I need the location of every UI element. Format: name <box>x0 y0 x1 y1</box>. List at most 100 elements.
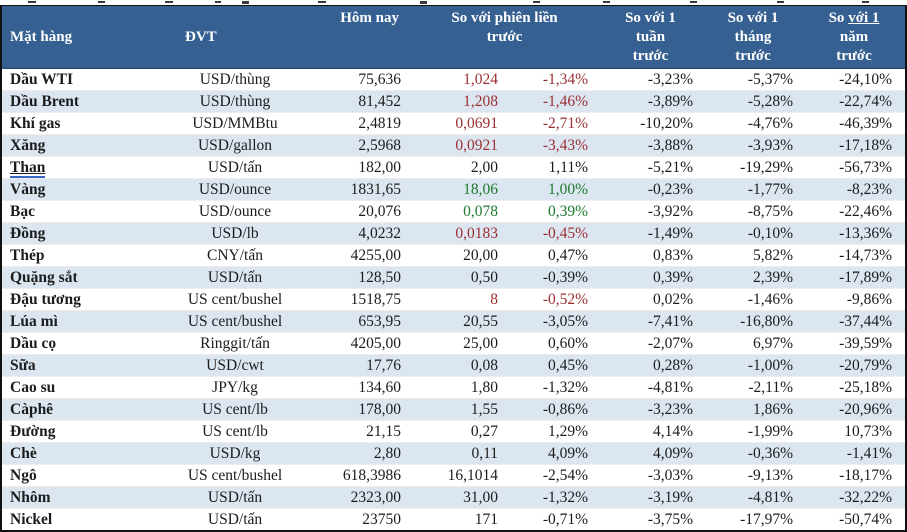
change-pct-vs-year: -24,10% <box>839 71 893 88</box>
commodity-name-cell: Nickel <box>1 509 159 532</box>
change-pct-vs-year: -46,39% <box>839 115 893 132</box>
change-vs-prev-session: 0,08 <box>470 357 498 374</box>
table-row: Đồng USD/lb 4,0232 0,0183 -0,45% -1,49% … <box>1 222 907 245</box>
table-row: Bạc USD/ounce 20,076 0,078 0,39% -3,92% … <box>1 201 907 223</box>
price-today: 4,0232 <box>358 225 401 242</box>
table-row: Càphê US cent/lb 178,00 1,55 -0,86% -3,2… <box>1 398 907 421</box>
commodity-name: Quặng sắt <box>10 269 78 286</box>
commodity-name: Khí gas <box>10 115 61 132</box>
column-header-week: So với 1 tuần trước <box>598 5 704 69</box>
change-pct-vs-week: -2,07% <box>647 335 694 352</box>
change-vs-prev-session: 8 <box>490 291 498 308</box>
change-pct-vs-week: -3,23% <box>647 71 694 88</box>
price-today: 4255,00 <box>350 247 401 264</box>
commodity-name: Bạc <box>10 203 35 220</box>
commodity-name-cell: Lúa mì <box>1 311 159 333</box>
commodity-unit: USD/tấn <box>207 511 263 528</box>
change-pct-vs-week: -1,49% <box>647 225 694 242</box>
change-pct-vs-month: -4,76% <box>747 115 794 132</box>
commodity-name-cell: Bạc <box>1 201 159 223</box>
commodity-name-cell: Dầu WTI <box>1 69 159 91</box>
price-today: 128,50 <box>358 269 401 286</box>
commodity-name: Dầu WTI <box>10 71 74 88</box>
change-pct-vs-week: -3,23% <box>647 401 694 418</box>
commodity-name: Xăng <box>10 137 46 154</box>
commodity-unit: USD/gallon <box>197 137 273 154</box>
change-pct-vs-year: -20,96% <box>839 401 893 418</box>
commodity-name: Đường <box>10 423 56 440</box>
commodity-unit: USD/lb <box>211 225 259 242</box>
table-row: Dầu Brent USD/thùng 81,452 1,208 -1,46% … <box>1 90 907 113</box>
change-pct-vs-month: -0,36% <box>747 445 794 462</box>
change-pct-vs-month: -1,99% <box>747 423 794 440</box>
table-row: Thép CNY/tấn 4255,00 20,00 0,47% 0,83% 5… <box>1 245 907 267</box>
change-vs-prev-session: 0,50 <box>470 269 498 286</box>
change-pct-vs-prev-session: -0,71% <box>542 511 589 528</box>
commodity-name-cell: Dầu cọ <box>1 333 159 355</box>
change-pct-vs-month: -1,46% <box>747 291 794 308</box>
price-today: 2,4819 <box>358 115 401 132</box>
change-vs-prev-session: 0,0691 <box>455 115 498 132</box>
change-vs-prev-session: 1,024 <box>463 71 498 88</box>
change-pct-vs-week: -3,88% <box>647 137 694 154</box>
change-vs-prev-session: 2,00 <box>470 159 498 176</box>
commodity-name-cell: Vàng <box>1 179 159 201</box>
commodity-name: Ngô <box>10 467 37 484</box>
change-vs-prev-session: 1,208 <box>463 93 498 110</box>
table-row: Vàng USD/ounce 1831,65 18,06 1,00% -0,23… <box>1 178 907 201</box>
column-header-prev-session: So với phiên liền trước <box>411 5 599 69</box>
commodity-name: Lúa mì <box>10 313 58 330</box>
table-row: Nickel USD/tấn 23750 171 -0,71% -3,75% -… <box>1 509 907 532</box>
change-pct-vs-week: -3,89% <box>647 93 694 110</box>
commodity-name: Nickel <box>10 511 53 528</box>
commodity-unit: USD/tấn <box>207 269 263 286</box>
change-pct-vs-month: -1,00% <box>747 357 794 374</box>
change-pct-vs-week: -3,19% <box>647 489 694 506</box>
change-vs-prev-session: 25,00 <box>463 335 498 352</box>
commodity-unit: CNY/tấn <box>207 247 263 264</box>
commodity-unit: Ringgit/tấn <box>200 335 270 352</box>
change-pct-vs-month: -9,13% <box>747 467 794 484</box>
change-pct-vs-year: -18,17% <box>839 467 893 484</box>
change-pct-vs-month: 6,97% <box>752 335 794 352</box>
change-pct-vs-prev-session: -1,32% <box>542 379 589 396</box>
price-today: 2323,00 <box>350 489 401 506</box>
change-pct-vs-year: -37,44% <box>839 313 893 330</box>
change-pct-vs-week: -3,92% <box>647 203 694 220</box>
change-vs-prev-session: 0,078 <box>463 203 498 220</box>
table-header-row: Mặt hàng ĐVT Hôm nay So với phiên liền t… <box>1 5 907 69</box>
change-vs-prev-session: 171 <box>474 511 498 528</box>
commodity-name: Nhôm <box>10 489 51 506</box>
change-pct-vs-year: -22,74% <box>839 93 893 110</box>
commodity-price-table: Mặt hàng ĐVT Hôm nay So với phiên liền t… <box>0 5 907 532</box>
commodity-unit: US cent/lb <box>202 401 268 418</box>
change-pct-vs-month: -2,11% <box>748 379 794 396</box>
price-today: 81,452 <box>358 93 401 110</box>
table-row: Dầu cọ Ringgit/tấn 4205,00 25,00 0,60% -… <box>1 333 907 355</box>
change-pct-vs-prev-session: -2,54% <box>542 467 589 484</box>
commodity-unit: US cent/lb <box>202 423 268 440</box>
price-today: 182,00 <box>358 159 401 176</box>
change-pct-vs-year: -32,22% <box>839 489 893 506</box>
commodity-name-link[interactable]: Than <box>10 159 46 178</box>
column-header-year: So với 1 năm trước <box>803 5 907 69</box>
table-row: Nhôm USD/tấn 2323,00 31,00 -1,32% -3,19%… <box>1 486 907 509</box>
price-today: 20,076 <box>358 203 401 220</box>
change-pct-vs-year: -17,18% <box>839 137 893 154</box>
change-pct-vs-prev-session: -0,45% <box>542 225 589 242</box>
change-pct-vs-month: -16,80% <box>740 313 794 330</box>
change-pct-vs-prev-session: -3,43% <box>542 137 589 154</box>
commodity-name: Đồng <box>10 225 46 242</box>
change-pct-vs-week: -0,23% <box>647 181 694 198</box>
table-row: Cao su JPY/kg 134,60 1,80 -1,32% -4,81% … <box>1 377 907 399</box>
change-pct-vs-week: -3,03% <box>647 467 694 484</box>
change-pct-vs-week: 0,28% <box>652 357 694 374</box>
change-pct-vs-week: 0,39% <box>652 269 694 286</box>
price-today: 2,80 <box>373 445 401 462</box>
change-pct-vs-year: -25,18% <box>839 379 893 396</box>
change-vs-prev-session: 1,55 <box>470 401 498 418</box>
price-today: 134,60 <box>358 379 401 396</box>
table-row: Dầu WTI USD/thùng 75,636 1,024 -1,34% -3… <box>1 69 907 91</box>
change-pct-vs-year: -1,41% <box>846 445 893 462</box>
change-pct-vs-week: -4,81% <box>647 379 694 396</box>
